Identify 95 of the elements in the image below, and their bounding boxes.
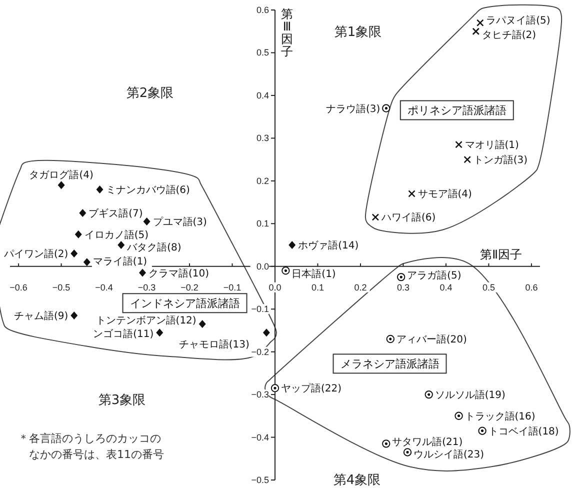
point bbox=[403, 448, 412, 456]
point bbox=[270, 384, 280, 392]
y-tick-label: −0.1 bbox=[251, 304, 269, 314]
point bbox=[118, 241, 125, 249]
annotation: プユマ語(3) bbox=[152, 216, 208, 228]
point bbox=[262, 328, 270, 337]
annotation: ナラウ語(3) bbox=[326, 102, 380, 115]
annotation: チャモロ語(13) bbox=[178, 338, 250, 351]
point bbox=[472, 28, 480, 36]
point bbox=[79, 208, 86, 217]
annotation: チャム語(9) bbox=[14, 310, 68, 322]
annotation: ラパヌイ語(5) bbox=[486, 14, 550, 26]
annotation: サモア語(4) bbox=[418, 188, 472, 200]
text: ポリネシア語派諸語 bbox=[407, 104, 506, 118]
x-tick-label: −0.3 bbox=[138, 282, 156, 292]
x-tick-label: −0.5 bbox=[52, 282, 70, 292]
annotation: サタワル語(21) bbox=[392, 436, 463, 448]
y-tick-label: 0.5 bbox=[256, 48, 269, 58]
annotation: トンテンボアン語(12) bbox=[96, 314, 196, 327]
x-tick-label: 0.5 bbox=[482, 282, 495, 292]
annotation: ＊各言語のうしろのカッコのなかの番号は、表11の番号 bbox=[18, 432, 164, 461]
annotation: 第4象限 bbox=[333, 473, 381, 488]
point bbox=[455, 140, 462, 148]
point bbox=[424, 390, 433, 399]
point bbox=[143, 218, 150, 226]
y-tick-label: 0.4 bbox=[256, 90, 269, 100]
point bbox=[454, 412, 463, 420]
annotation: トンガ語(3) bbox=[473, 154, 528, 166]
point bbox=[382, 104, 390, 112]
point bbox=[70, 312, 78, 320]
annotation: パイワン語(2) bbox=[2, 248, 68, 260]
annotation: ハワイ語(6) bbox=[380, 212, 436, 224]
y-tick-label: 0.1 bbox=[256, 218, 269, 229]
annotation: ブギス語(7) bbox=[88, 207, 143, 220]
point bbox=[372, 214, 380, 221]
y-tick-label: −0.5 bbox=[251, 475, 269, 485]
annotation: タガログ語(4) bbox=[29, 169, 94, 182]
y-axis-title: 第Ⅲ因子 bbox=[281, 7, 293, 58]
point bbox=[282, 266, 290, 275]
x-tick-label: −0.6 bbox=[10, 282, 28, 292]
point bbox=[408, 190, 416, 198]
point bbox=[83, 258, 90, 266]
annotation: トコベイ語(18) bbox=[488, 425, 559, 438]
annotation: バタク語(8) bbox=[126, 242, 182, 254]
annotation: アラガ語(5) bbox=[407, 270, 462, 282]
point bbox=[478, 426, 486, 435]
point bbox=[288, 241, 296, 249]
annotation: ウルシイ語(23) bbox=[414, 448, 484, 461]
x-tick-label: 0.6 bbox=[525, 282, 538, 292]
annotation: 第3象限 bbox=[98, 393, 146, 408]
point bbox=[96, 185, 104, 194]
y-tick-label: 0.0 bbox=[256, 261, 269, 272]
point bbox=[382, 440, 390, 448]
point bbox=[476, 19, 484, 26]
annotation: イロカノ語(5) bbox=[84, 228, 149, 241]
x-tick-label: −0.1 bbox=[223, 282, 242, 292]
series-label: メラネシア語派諸語 bbox=[340, 358, 440, 371]
annotation: ンゴコ語(11) bbox=[93, 328, 154, 340]
point bbox=[198, 320, 206, 328]
point bbox=[396, 272, 406, 282]
x-tick-label: 0.0 bbox=[268, 282, 282, 292]
annotation: クラマ語(10) bbox=[148, 267, 210, 280]
y-tick-label: 0.2 bbox=[256, 176, 269, 186]
point bbox=[386, 334, 395, 344]
x-tick-label: −0.2 bbox=[180, 282, 198, 292]
y-tick-label: 0.6 bbox=[256, 5, 269, 15]
x-tick-label: −0.4 bbox=[95, 282, 113, 292]
point bbox=[74, 230, 82, 238]
annotation: トラック語(16) bbox=[464, 410, 536, 422]
x-tick-label: 0.1 bbox=[311, 282, 324, 292]
y-tick-label: −0.4 bbox=[251, 432, 269, 442]
annotation: 第1象限 bbox=[334, 25, 382, 40]
annotation: ソルソル語(19) bbox=[434, 389, 506, 402]
annotation: ホヴァ語(14) bbox=[298, 240, 359, 252]
annotation: ミナンカバウ語(6) bbox=[106, 184, 190, 196]
annotation: アィバー語(20) bbox=[396, 334, 468, 346]
annotation: 日本語(1) bbox=[292, 268, 336, 280]
x-tick-label: 0.4 bbox=[440, 282, 452, 292]
annotation: 第2象限 bbox=[126, 86, 174, 101]
annotation: ヤップ語(22) bbox=[281, 382, 342, 395]
annotation: マオリ語(1) bbox=[464, 139, 520, 152]
point bbox=[464, 156, 471, 164]
text: インドネシア語派諸語 bbox=[130, 297, 240, 310]
annotation: タヒチ語(2) bbox=[482, 28, 536, 41]
point bbox=[70, 250, 78, 258]
y-tick-label: 0.3 bbox=[256, 133, 269, 144]
y-tick-label: −0.2 bbox=[251, 346, 269, 357]
y-tick-label: −0.3 bbox=[251, 390, 269, 400]
point bbox=[139, 268, 146, 277]
x-tick-label: 0.2 bbox=[354, 282, 367, 292]
x-tick-label: 0.3 bbox=[396, 282, 410, 292]
x-axis-title: 第Ⅱ因子 bbox=[480, 247, 522, 262]
annotation: マライ語(1) bbox=[92, 256, 148, 268]
point bbox=[58, 181, 65, 190]
point bbox=[156, 328, 164, 337]
